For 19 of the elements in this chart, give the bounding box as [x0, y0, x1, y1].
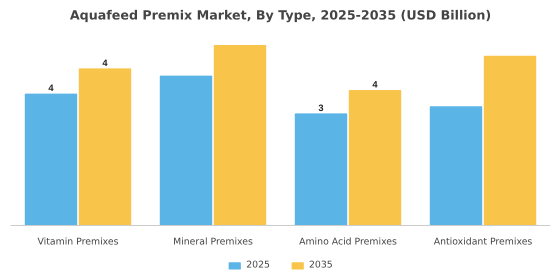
- x-tick-label: Vitamin Premixes: [37, 236, 119, 248]
- data-label: 3: [318, 102, 324, 113]
- bar: [484, 56, 536, 226]
- x-tick-label: Antioxidant Premixes: [434, 236, 532, 248]
- bar: [348, 90, 402, 226]
- bar: [24, 94, 78, 226]
- data-label: 4: [48, 83, 54, 94]
- data-label: 4: [372, 80, 378, 90]
- bar: [294, 113, 348, 226]
- bar: [78, 68, 132, 226]
- x-tick-label: Amino Acid Premixes: [299, 236, 398, 248]
- bar: [160, 76, 212, 226]
- legend-label: 2025: [246, 260, 270, 270]
- chart-title: Aquafeed Premix Market, By Type, 2025-2035 (USD Billion): [70, 8, 492, 22]
- data-label: 4: [102, 58, 108, 68]
- bar: [430, 106, 482, 226]
- legend-label: 2035: [309, 260, 333, 270]
- bar: [214, 45, 266, 226]
- x-tick-label: Mineral Premixes: [173, 236, 254, 248]
